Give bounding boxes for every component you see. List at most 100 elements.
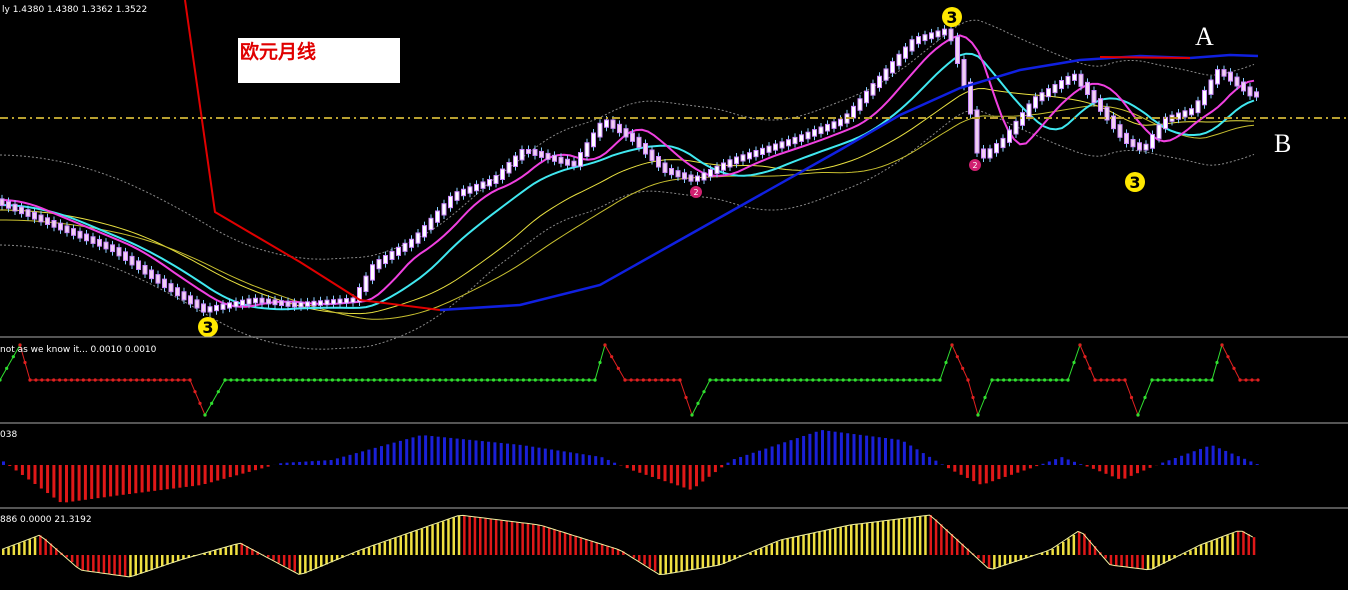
signal-dot [52, 378, 56, 382]
candle-body [591, 132, 596, 148]
oscillator-bar [717, 555, 720, 566]
oscillator-bar [812, 532, 816, 555]
signal-dot [372, 378, 376, 382]
oscillator-bar [754, 550, 758, 555]
candle-body [279, 300, 284, 306]
oscillator-bar [1003, 555, 1007, 566]
signal-dot [817, 378, 821, 382]
candle-body [448, 195, 453, 209]
oscillator-bar [903, 518, 906, 555]
signal-dot [1013, 378, 1017, 382]
signal-dot [908, 378, 912, 382]
signal-dot [182, 378, 186, 382]
indicator-panel-2 [2, 430, 1259, 503]
oscillator-bar [600, 544, 604, 555]
oscillator-bar [304, 555, 307, 574]
histogram-bar [537, 447, 541, 465]
signal-dot [1072, 360, 1076, 365]
indicator-panel-1 [0, 343, 1260, 417]
oscillator-bar [320, 555, 323, 567]
candle-body [25, 209, 31, 217]
candle-body [259, 297, 265, 304]
signal-dot [1111, 378, 1115, 382]
histogram-bar [380, 446, 383, 465]
histogram-bar [758, 450, 761, 465]
oscillator-bar [1024, 555, 1028, 559]
candle-body [545, 152, 551, 160]
histogram-bar [424, 435, 428, 465]
oscillator-bar [335, 555, 339, 561]
signal-dot [259, 378, 263, 382]
oscillator-bar [394, 538, 397, 555]
candle-body [597, 122, 603, 138]
histogram-bar [197, 465, 201, 486]
candle-body [1137, 142, 1142, 151]
signal-dot [847, 378, 851, 382]
signal-dot [18, 343, 22, 347]
histogram-bar [695, 465, 698, 487]
signal-dot [253, 378, 257, 382]
oscillator-bar [542, 525, 546, 555]
histogram-bar [367, 449, 371, 465]
marker-2-label: 2 [693, 188, 698, 197]
signal-dot [277, 378, 281, 382]
signal-dot [610, 355, 614, 359]
oscillator-bar [39, 535, 42, 555]
histogram-bar [512, 444, 516, 465]
candle-body [786, 139, 791, 147]
signal-dot [1210, 378, 1214, 382]
oscillator-bar [1067, 538, 1070, 555]
histogram-bar [354, 453, 358, 465]
signal-dot [87, 378, 91, 382]
oscillator-bar [155, 555, 159, 569]
signal-dot [247, 378, 251, 382]
histogram-bar [254, 465, 257, 471]
candle-body [1163, 116, 1168, 130]
oscillator-bar [1120, 555, 1123, 567]
signal-dot [996, 378, 1000, 382]
candle-body [922, 34, 928, 42]
candle-body [337, 298, 343, 305]
histogram-bar [417, 435, 421, 465]
signal-dot [629, 378, 633, 382]
signal-dot [515, 378, 520, 382]
oscillator-bar [187, 555, 190, 558]
oscillator-bar [844, 526, 848, 555]
oscillator-bar [1062, 542, 1065, 555]
oscillator-bar [1104, 555, 1107, 559]
oscillator-bar [881, 521, 885, 555]
signal-dot [210, 401, 214, 405]
marker-2 [690, 186, 702, 198]
signal-dot [1244, 378, 1248, 382]
candle-body [227, 302, 232, 309]
signal-dot [598, 360, 602, 365]
oscillator-bar [383, 541, 387, 555]
histogram-bar [153, 465, 157, 491]
oscillator-bar [622, 551, 625, 555]
oscillator-bar [309, 555, 312, 572]
signal-dot [23, 360, 27, 365]
oscillator-bar [839, 527, 842, 555]
oscillator-bar [521, 522, 524, 555]
candle-body [870, 83, 876, 96]
signal-dot [1232, 366, 1236, 370]
signal-dot [1129, 395, 1134, 400]
histogram-bar [751, 452, 755, 465]
oscillator-bar [759, 548, 763, 555]
oscillator-bar [590, 540, 593, 555]
signal-dot [324, 378, 329, 382]
histogram-bar [461, 439, 465, 465]
histogram-bar [663, 465, 667, 482]
signal-dot [241, 378, 245, 382]
histogram-bar [1236, 456, 1240, 465]
marker-2-label: 2 [972, 161, 977, 170]
candle-body [129, 255, 135, 266]
oscillator-bar [33, 537, 37, 555]
histogram-bar [184, 465, 188, 487]
oscillator-bar [855, 524, 858, 555]
histogram-bar [726, 462, 730, 465]
panel-label: 038 [0, 430, 17, 440]
oscillator-bar [479, 517, 482, 555]
histogram-bar [795, 438, 799, 465]
